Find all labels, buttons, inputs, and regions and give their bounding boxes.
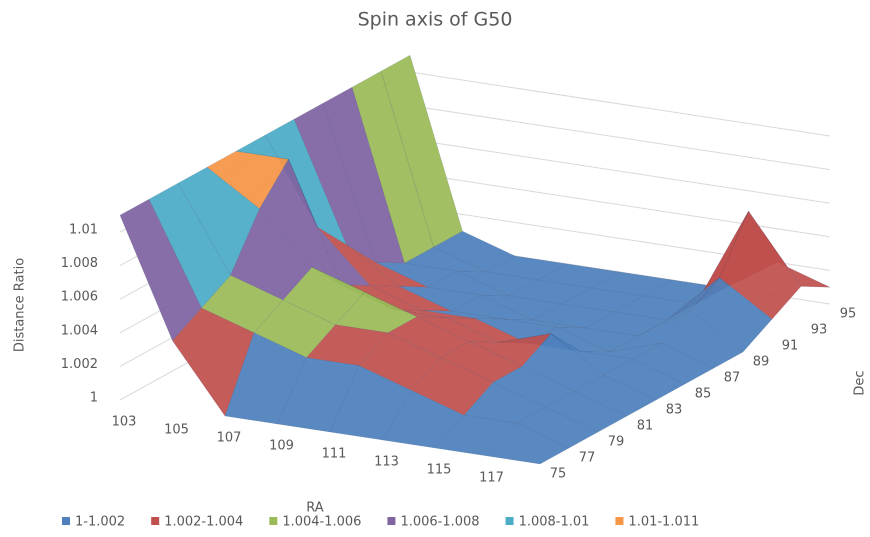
x-tick-label: 105 bbox=[164, 423, 189, 438]
legend-swatch bbox=[387, 517, 396, 525]
legend-label: 1-1.002 bbox=[75, 515, 125, 530]
legend-swatch bbox=[151, 517, 160, 525]
y-tick-label: 77 bbox=[579, 451, 596, 466]
surface bbox=[119, 54, 831, 465]
x-axis-title: RA bbox=[306, 501, 324, 516]
y-tick-label: 83 bbox=[666, 403, 683, 418]
surface-facet bbox=[487, 422, 570, 465]
x-tick-label: 103 bbox=[112, 415, 137, 430]
legend-swatch bbox=[615, 517, 624, 525]
y-tick-label: 81 bbox=[637, 419, 654, 434]
z-tick-label: 1.002 bbox=[61, 357, 98, 372]
legend: 1-1.002 1.002-1.004 1.004-1.006 1.006-1.008… bbox=[62, 515, 699, 530]
z-tick-label: 1.01 bbox=[69, 223, 98, 238]
z-axis-title: Distance Ratio bbox=[13, 258, 28, 352]
z-tick-label: 1.004 bbox=[61, 323, 98, 338]
chart-title: Spin axis of G50 bbox=[358, 9, 513, 31]
axis-labels: 1 1.002 1.004 1.006 1.008 1.01 103 105 107 109 111… bbox=[61, 223, 856, 486]
legend-label: 1.004-1.006 bbox=[282, 515, 361, 530]
y-tick-label: 75 bbox=[550, 467, 567, 482]
legend-swatch bbox=[62, 517, 70, 525]
y-tick-label: 95 bbox=[840, 307, 857, 322]
y-tick-label: 93 bbox=[811, 323, 828, 338]
legend-label: 1.006-1.008 bbox=[400, 515, 479, 530]
x-tick-label: 107 bbox=[217, 431, 242, 446]
legend-label: 1.008-1.01 bbox=[519, 515, 590, 530]
y-tick-label: 87 bbox=[724, 371, 741, 386]
y-tick-label: 79 bbox=[608, 435, 625, 450]
y-tick-label: 91 bbox=[782, 339, 799, 354]
x-tick-label: 117 bbox=[479, 471, 504, 486]
legend-swatch bbox=[505, 517, 514, 525]
z-tick-label: 1.008 bbox=[61, 256, 98, 271]
z-tick-label: 1.006 bbox=[61, 290, 98, 305]
y-axis-title: Dec bbox=[853, 370, 868, 395]
x-tick-label: 115 bbox=[427, 463, 452, 478]
legend-label: 1.01-1.011 bbox=[628, 515, 699, 530]
y-tick-label: 85 bbox=[695, 387, 712, 402]
x-tick-label: 109 bbox=[269, 439, 294, 454]
legend-label: 1.002-1.004 bbox=[164, 515, 243, 530]
x-tick-label: 111 bbox=[322, 447, 347, 462]
x-tick-label: 113 bbox=[374, 455, 399, 470]
y-tick-label: 89 bbox=[753, 355, 770, 370]
legend-swatch bbox=[269, 517, 278, 525]
z-tick-label: 1 bbox=[90, 391, 98, 406]
